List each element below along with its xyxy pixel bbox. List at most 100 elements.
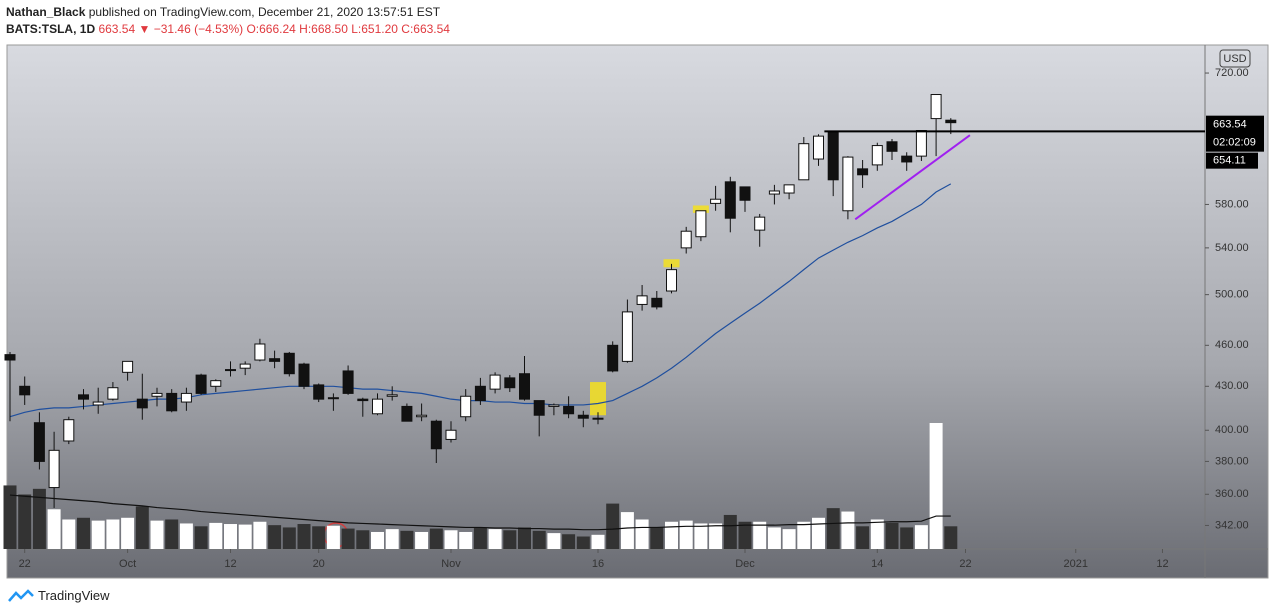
volume-bar — [753, 521, 767, 549]
x-tick-label: 20 — [313, 558, 325, 570]
volume-bar — [62, 519, 76, 549]
volume-bar — [532, 530, 546, 549]
countdown: 02:02:09 — [1213, 137, 1256, 149]
candle-body — [239, 363, 251, 369]
candle-body — [930, 94, 942, 120]
volume-bar — [415, 531, 429, 549]
volume-bar — [77, 517, 90, 549]
volume-bar — [459, 531, 473, 549]
hline-price-label: 654.11 — [1213, 155, 1246, 167]
x-tick-label: Oct — [119, 558, 136, 570]
highlight — [663, 259, 680, 268]
candle-body — [504, 377, 516, 389]
brand: TradingView — [38, 588, 110, 603]
volume-bar — [885, 522, 899, 549]
published: published on TradingView.com, December 2… — [88, 5, 441, 19]
candle-body — [901, 155, 913, 163]
volume-bar — [944, 526, 958, 549]
y-tick-label: 460.00 — [1215, 339, 1249, 351]
footer: TradingView — [8, 588, 110, 603]
candle-body — [401, 405, 413, 422]
candle-body — [63, 419, 75, 442]
candle-body — [813, 135, 824, 160]
volume-bar — [591, 534, 605, 549]
x-tick-label: Dec — [735, 558, 755, 570]
candle-body — [195, 374, 207, 394]
candle-body — [724, 181, 736, 219]
volume-bar — [812, 517, 825, 549]
volume-bar — [268, 525, 282, 549]
volume-bar — [179, 523, 193, 549]
candle-body — [445, 429, 457, 440]
candle-body — [33, 422, 45, 462]
volume-bar — [32, 488, 46, 549]
candle-body — [857, 168, 869, 176]
volume-bar — [47, 509, 61, 549]
candle-body — [180, 392, 192, 403]
x-tick-label: 12 — [224, 558, 236, 570]
x-tick-label: Nov — [441, 558, 461, 570]
candle-body — [666, 269, 677, 292]
candle-body — [416, 414, 428, 418]
candle-body — [313, 384, 325, 400]
volume-bar — [121, 517, 135, 549]
volume-bar — [665, 521, 678, 549]
candle-body — [122, 360, 134, 373]
y-tick-label: 400.00 — [1215, 424, 1249, 436]
volume-bar — [150, 520, 164, 549]
candle-body — [357, 398, 369, 402]
candle-body — [563, 405, 575, 415]
x-tick-label: 16 — [592, 558, 604, 570]
volume-bar — [488, 529, 502, 549]
candle-body — [107, 387, 119, 400]
volume-bar — [650, 527, 664, 549]
x-tick-label: 12 — [1156, 558, 1168, 570]
volume-bar — [782, 529, 796, 549]
x-tick-label: 2021 — [1064, 558, 1088, 570]
volume-bar — [723, 514, 737, 549]
volume-bar — [444, 530, 458, 549]
y-tick-label: 720.00 — [1215, 67, 1249, 79]
currency-box — [1219, 49, 1251, 68]
volume-bar — [870, 519, 884, 549]
candle-body — [19, 385, 31, 396]
volume-bar — [429, 528, 443, 549]
trendline — [854, 134, 971, 221]
candle-body — [298, 363, 310, 387]
volume-bar — [91, 520, 105, 549]
candle-body — [739, 186, 751, 201]
y-tick-label: 380.00 — [1215, 455, 1249, 467]
x-tick-label: 14 — [871, 558, 883, 570]
candle-body — [886, 141, 898, 152]
volume-bar — [238, 524, 252, 549]
high: H:668.50 — [299, 22, 348, 36]
candle-body — [519, 373, 530, 400]
candle-body — [283, 352, 295, 375]
last-price-box — [1206, 115, 1264, 152]
candle-body — [136, 398, 148, 409]
volume-bar — [400, 530, 414, 549]
candle-body — [710, 198, 722, 204]
volume-bar — [326, 525, 340, 549]
hline-price-box — [1206, 152, 1258, 169]
symbol: BATS:TSLA, 1D — [6, 22, 96, 36]
header: Nathan_Black published on TradingView.co… — [6, 4, 450, 38]
price: 663.54 — [98, 22, 136, 36]
candle-body — [225, 369, 236, 372]
chart-background — [6, 44, 1269, 579]
candle-body — [151, 392, 163, 397]
volume-bar — [606, 503, 620, 549]
volume-bar — [312, 526, 326, 549]
candle-body — [386, 394, 398, 397]
volume-bar — [341, 528, 355, 549]
candle-body — [798, 143, 810, 181]
x-tick-label: 22 — [19, 558, 31, 570]
volume-bar — [576, 536, 590, 549]
volume-bar — [547, 533, 561, 549]
open: O:666.24 — [246, 22, 296, 36]
candle-body — [533, 400, 545, 416]
volume-bar — [620, 512, 634, 549]
volume-bar — [135, 506, 149, 549]
highlight — [692, 205, 709, 213]
volume-bar — [371, 531, 384, 549]
